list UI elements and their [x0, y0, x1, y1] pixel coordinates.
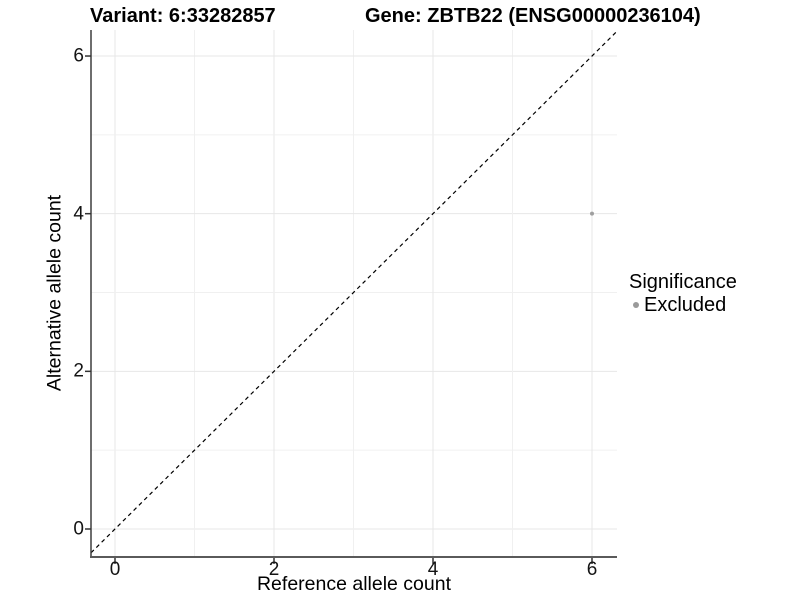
- y-tick-label: 0: [73, 518, 84, 540]
- x-tick-label: 0: [109, 559, 121, 580]
- legend-item-label: Excluded: [644, 294, 727, 316]
- plot-panel: [85, 30, 618, 564]
- circle-marker-icon: [633, 302, 639, 308]
- identity-dashed-line: [90, 30, 618, 554]
- legend-title: Significance: [629, 271, 737, 293]
- plot-title-gene: Gene: ZBTB22 (ENSG00000236104): [365, 5, 701, 27]
- x-tick-label: 4: [427, 559, 439, 580]
- y-tick-label: 2: [73, 360, 84, 382]
- y-axis-title: Alternative allele count: [43, 194, 66, 392]
- y-tick-label: 6: [73, 45, 84, 67]
- data-point: [590, 211, 594, 216]
- legend-item-excluded: Excluded: [633, 294, 737, 316]
- y-tick-label: 4: [73, 203, 84, 225]
- legend: Significance Excluded: [629, 271, 737, 316]
- x-tick-label: 6: [586, 559, 598, 580]
- x-tick-label: 2: [268, 559, 280, 580]
- plot-title-variant: Variant: 6:33282857: [90, 5, 276, 27]
- x-axis-title: Reference allele count: [256, 573, 452, 595]
